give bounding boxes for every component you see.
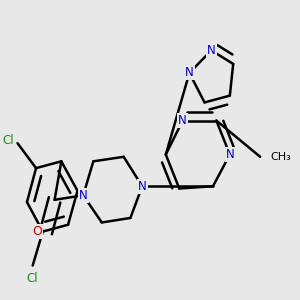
Text: CH₃: CH₃	[270, 152, 291, 162]
Text: Cl: Cl	[2, 134, 14, 147]
Text: N: N	[185, 67, 194, 80]
Text: N: N	[79, 189, 88, 202]
Text: N: N	[178, 114, 187, 127]
Text: O: O	[32, 225, 42, 238]
Text: N: N	[207, 44, 216, 57]
Text: N: N	[225, 148, 234, 161]
Text: Cl: Cl	[27, 272, 38, 285]
Text: N: N	[138, 180, 147, 193]
